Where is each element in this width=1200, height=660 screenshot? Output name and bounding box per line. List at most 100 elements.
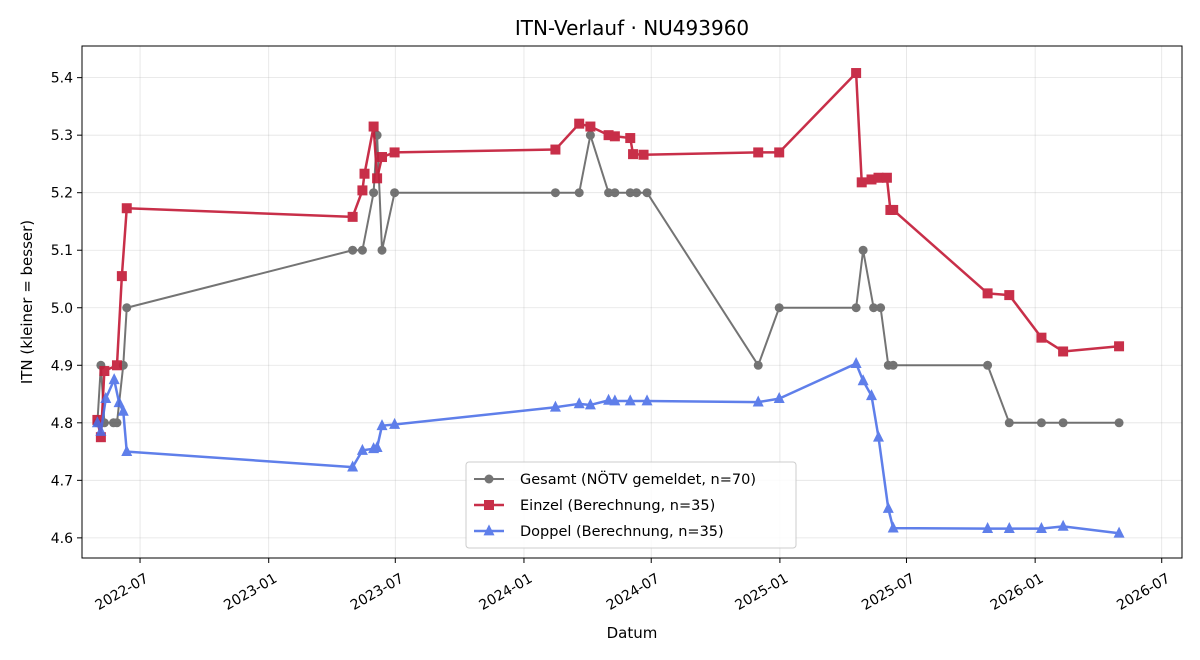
data-point-einzel: [574, 118, 585, 129]
legend-marker: [484, 474, 494, 484]
data-point-gesamt: [1114, 418, 1124, 428]
data-point-gesamt: [122, 303, 132, 313]
y-axis-title: ITN (kleiner = besser): [18, 220, 36, 384]
data-point-doppel: [1035, 522, 1047, 534]
legend-swatch-gesamt: [474, 474, 504, 484]
data-point-einzel: [1058, 346, 1069, 357]
legend-box: [465, 461, 797, 549]
data-point-einzel: [99, 366, 110, 377]
data-point-einzel: [753, 147, 764, 158]
data-point-einzel: [888, 204, 899, 215]
data-point-gesamt: [876, 303, 886, 313]
data-point-einzel: [609, 131, 620, 142]
data-point-einzel: [625, 133, 636, 144]
data-point-einzel: [550, 144, 561, 155]
legend-marker: [483, 524, 495, 536]
data-point-gesamt: [550, 188, 560, 198]
y-tick-label: 4.8: [51, 416, 73, 432]
data-point-doppel: [573, 397, 585, 409]
data-point-einzel: [851, 68, 862, 79]
data-point-gesamt: [369, 188, 379, 198]
data-point-gesamt: [112, 418, 122, 428]
data-point-gesamt: [858, 245, 868, 255]
data-point-doppel: [641, 394, 653, 406]
data-point-doppel: [117, 404, 129, 416]
series-doppel: [91, 356, 1125, 538]
data-point-einzel: [389, 147, 400, 158]
data-point-gesamt: [604, 188, 614, 198]
data-point-doppel: [100, 392, 112, 404]
y-tick-label: 4.7: [51, 473, 73, 489]
data-point-gesamt: [774, 303, 784, 313]
data-point-doppel: [95, 424, 107, 436]
data-point-einzel: [873, 172, 884, 183]
data-point-gesamt: [851, 303, 861, 313]
data-point-doppel: [866, 389, 878, 401]
data-point-gesamt: [625, 188, 635, 198]
data-point-gesamt: [1058, 418, 1068, 428]
legend-swatch-einzel: [474, 500, 504, 510]
data-point-einzel: [856, 177, 867, 188]
legend-label-einzel: Einzel (Berechnung, n=35): [520, 498, 715, 514]
data-point-einzel: [1114, 341, 1125, 352]
legend-label-gesamt: Gesamt (NÖTV gemeldet, n=70): [520, 470, 756, 488]
y-tick-label: 5.1: [51, 243, 73, 259]
data-point-doppel: [1003, 522, 1015, 534]
data-point-einzel: [357, 185, 368, 196]
data-point-gesamt: [888, 360, 898, 370]
y-tick-label: 5.4: [51, 71, 73, 87]
chart-title: ITN-Verlauf · NU493960: [515, 16, 749, 40]
data-point-doppel: [113, 396, 125, 408]
data-point-doppel: [121, 444, 133, 456]
data-point-doppel: [773, 392, 785, 404]
data-point-doppel: [356, 443, 368, 455]
data-point-gesamt: [390, 188, 400, 198]
data-point-einzel: [372, 173, 383, 184]
data-point-einzel: [585, 121, 596, 132]
data-point-doppel: [1057, 519, 1069, 531]
data-point-gesamt: [610, 188, 620, 198]
data-point-einzel: [881, 172, 892, 183]
data-point-doppel: [108, 373, 120, 385]
data-point-doppel: [347, 460, 359, 472]
data-point-doppel: [1113, 526, 1125, 538]
data-point-gesamt: [357, 245, 367, 255]
data-point-gesamt: [585, 130, 595, 140]
x-axis-title: Datum: [607, 624, 658, 642]
y-tick-label: 5.0: [51, 301, 73, 317]
y-tick-label: 5.2: [51, 186, 73, 202]
data-point-doppel: [624, 394, 636, 406]
data-point-einzel: [1036, 332, 1047, 343]
data-point-doppel: [91, 416, 103, 428]
data-point-doppel: [371, 440, 383, 452]
data-point-einzel: [774, 147, 785, 158]
legend-marker: [484, 500, 494, 510]
data-point-gesamt: [642, 188, 652, 198]
data-point-doppel: [549, 400, 561, 412]
data-point-einzel: [1004, 290, 1015, 301]
data-point-einzel: [638, 149, 649, 160]
data-point-doppel: [389, 417, 401, 429]
data-point-doppel: [982, 522, 994, 534]
data-point-einzel: [368, 121, 379, 132]
data-point-doppel: [887, 521, 899, 533]
data-point-doppel: [752, 395, 764, 407]
data-point-gesamt: [983, 360, 993, 370]
data-point-doppel: [873, 430, 885, 442]
data-point-doppel: [376, 419, 388, 431]
data-point-doppel: [609, 394, 621, 406]
data-point-einzel: [866, 174, 877, 185]
data-point-gesamt: [869, 303, 879, 313]
data-point-einzel: [95, 432, 106, 443]
legend: Gesamt (NÖTV gemeldet, n=70) Einzel (Bere…: [465, 461, 797, 549]
y-tick-label: 4.6: [51, 531, 73, 547]
data-point-einzel: [982, 288, 993, 299]
data-point-gesamt: [348, 245, 358, 255]
y-tick-label: 5.3: [51, 128, 73, 144]
series-layer: [91, 68, 1125, 538]
data-point-einzel: [359, 168, 370, 179]
plot-frame: [81, 45, 1183, 559]
data-point-gesamt: [632, 188, 642, 198]
